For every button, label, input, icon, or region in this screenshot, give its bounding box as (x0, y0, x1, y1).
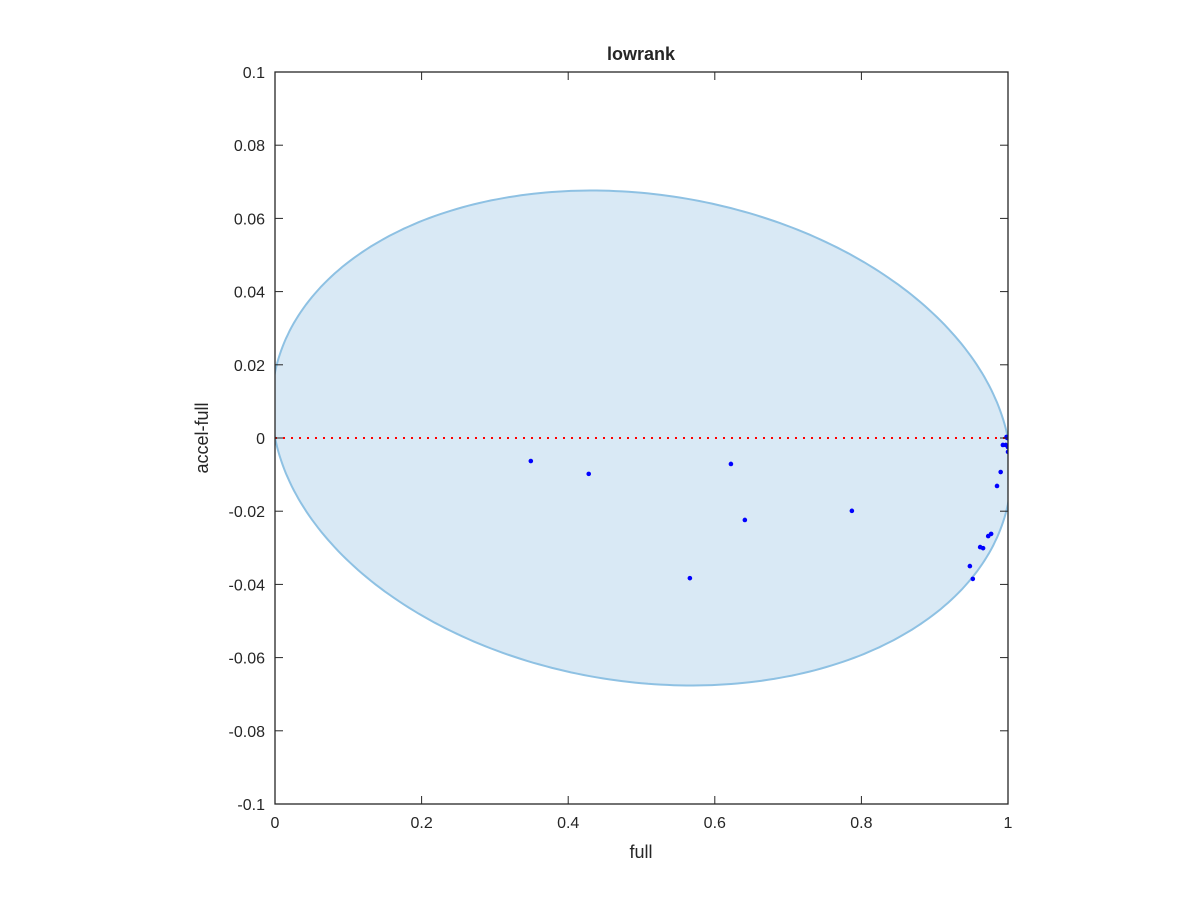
y-tick-label: -0.06 (229, 651, 266, 668)
y-tick-label: 0.06 (234, 211, 265, 228)
y-tick-label: -0.08 (229, 724, 266, 741)
y-axis-label: accel-full (192, 402, 212, 473)
data-point (742, 517, 748, 523)
data-point (728, 461, 734, 467)
x-axis-label: full (629, 842, 652, 862)
data-point (687, 575, 693, 581)
x-tick-label: 0.2 (410, 815, 432, 832)
data-point (849, 508, 855, 514)
y-tick-label: 0.04 (234, 285, 265, 302)
x-tick-label: 0.6 (704, 815, 726, 832)
y-tick-label: -0.02 (229, 504, 266, 521)
x-tick-label: 0.8 (850, 815, 872, 832)
data-point (967, 563, 973, 569)
data-point (528, 458, 534, 464)
data-point (1000, 442, 1006, 448)
y-tick-label: -0.04 (229, 577, 266, 594)
y-tick-label: 0.08 (234, 138, 265, 155)
data-point (998, 469, 1003, 475)
confidence-ellipse (275, 189, 1008, 687)
data-point (994, 483, 1000, 489)
y-tick-label: 0 (256, 431, 265, 448)
data-point (970, 576, 976, 582)
x-tick-label: 0 (271, 815, 280, 832)
x-tick-label: 1 (1004, 815, 1013, 832)
data-point (985, 533, 991, 539)
y-tick-label: -0.1 (237, 797, 265, 814)
chart-title: lowrank (607, 44, 676, 64)
y-tick-label: 0.02 (234, 358, 265, 375)
data-point (980, 545, 986, 551)
y-tick-label: 0.1 (243, 65, 265, 82)
x-tick-label: 0.4 (557, 815, 579, 832)
data-point (586, 471, 592, 477)
